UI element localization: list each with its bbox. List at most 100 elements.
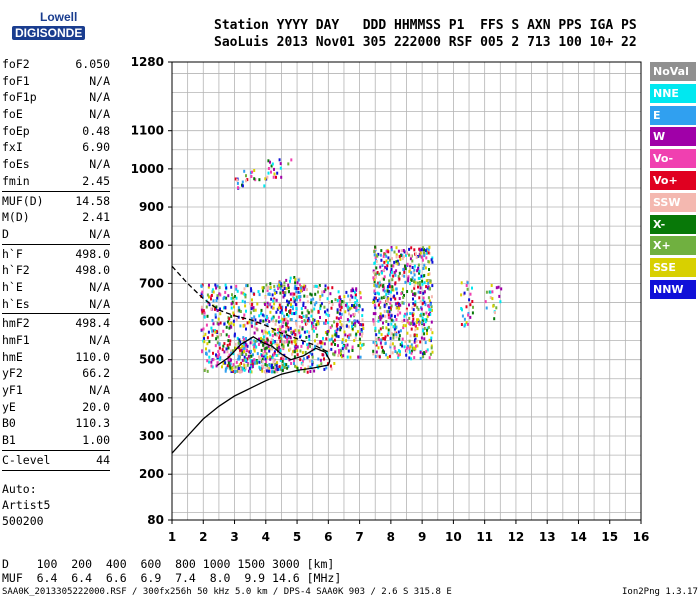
echo-point	[327, 286, 330, 290]
echo-point	[431, 284, 434, 288]
echo-point	[338, 350, 340, 354]
echo-point	[208, 303, 211, 307]
echo-point	[263, 314, 266, 318]
echo-point	[324, 310, 326, 314]
echo-point	[282, 289, 284, 293]
echo-point	[227, 334, 230, 338]
echo-point	[358, 337, 361, 341]
echo-point	[412, 293, 414, 296]
echo-point	[427, 260, 430, 264]
echo-point	[275, 319, 278, 323]
echo-point	[266, 301, 269, 305]
echo-point	[338, 296, 341, 299]
echo-point	[429, 302, 432, 306]
echo-point	[262, 354, 265, 358]
echo-point	[232, 352, 235, 356]
echo-point	[394, 273, 397, 277]
echo-point	[210, 307, 213, 311]
echo-point	[348, 319, 351, 323]
echo-point	[428, 272, 431, 276]
echo-point	[212, 351, 214, 355]
echo-point	[378, 303, 380, 307]
echo-point	[233, 370, 236, 373]
echo-point	[339, 351, 342, 355]
echo-point	[338, 300, 341, 304]
echo-point	[278, 325, 281, 329]
echo-point	[327, 348, 330, 352]
echo-point	[293, 350, 296, 354]
echo-point	[242, 291, 245, 295]
echo-point	[359, 296, 362, 300]
echo-point	[275, 341, 278, 345]
param-value: N/A	[89, 90, 110, 105]
echo-point	[464, 323, 467, 327]
param-name: foF1	[2, 73, 30, 88]
echo-point	[495, 286, 498, 290]
echo-point	[377, 281, 380, 285]
echo-point	[427, 273, 430, 276]
echo-point	[416, 255, 419, 258]
echo-point	[310, 293, 313, 297]
echo-point	[406, 319, 409, 323]
echo-point	[275, 290, 278, 294]
echo-point	[389, 316, 392, 320]
echo-point	[264, 295, 267, 299]
echo-point	[277, 328, 279, 332]
echo-point	[418, 296, 421, 300]
echo-point	[323, 357, 325, 361]
echo-point	[291, 294, 294, 298]
echo-point	[253, 361, 256, 365]
echo-point	[469, 292, 472, 296]
echo-point	[270, 305, 273, 309]
echo-point	[378, 355, 381, 359]
echo-point	[237, 366, 240, 370]
echo-point	[392, 274, 395, 278]
echo-point	[420, 307, 423, 311]
echo-point	[288, 340, 291, 344]
param-row: yF2 66.2	[2, 365, 110, 382]
echo-point	[461, 308, 463, 312]
x-tick-label: 3	[230, 530, 238, 544]
echo-point	[276, 333, 279, 337]
echo-point	[265, 346, 268, 350]
param-name: C-level	[2, 452, 51, 467]
echo-point	[312, 321, 315, 325]
param-value: N/A	[89, 333, 110, 347]
echo-point	[309, 344, 312, 348]
echo-point	[347, 305, 350, 309]
echo-point	[408, 356, 411, 360]
echo-point	[216, 284, 219, 288]
echo-point	[320, 302, 323, 306]
echo-point	[312, 297, 315, 301]
param-name: h`Es	[2, 296, 30, 311]
param-name: B1	[2, 433, 16, 448]
echo-point	[313, 303, 316, 307]
echo-point	[416, 305, 419, 309]
echo-point	[327, 314, 330, 317]
echo-point	[354, 296, 357, 300]
echo-point	[287, 328, 290, 332]
echo-point	[288, 348, 291, 352]
echo-point	[286, 335, 288, 339]
echo-point	[419, 286, 422, 290]
echo-point	[255, 361, 258, 365]
echo-point	[294, 328, 297, 332]
echo-point	[216, 296, 219, 300]
echo-point	[418, 254, 421, 258]
echo-point	[225, 286, 228, 290]
echo-point	[383, 351, 385, 354]
echo-point	[378, 281, 381, 285]
echo-point	[330, 337, 333, 341]
echo-point	[328, 329, 330, 333]
echo-point	[242, 367, 245, 371]
echo-point	[330, 300, 333, 304]
echo-point	[260, 367, 263, 370]
echo-point	[241, 345, 244, 348]
echo-point	[307, 311, 310, 315]
echo-point	[347, 325, 350, 329]
echo-point	[267, 369, 270, 373]
echo-point	[412, 317, 415, 321]
echo-point	[351, 295, 354, 299]
param-name: h`F2	[2, 263, 30, 278]
echo-point	[417, 285, 419, 289]
